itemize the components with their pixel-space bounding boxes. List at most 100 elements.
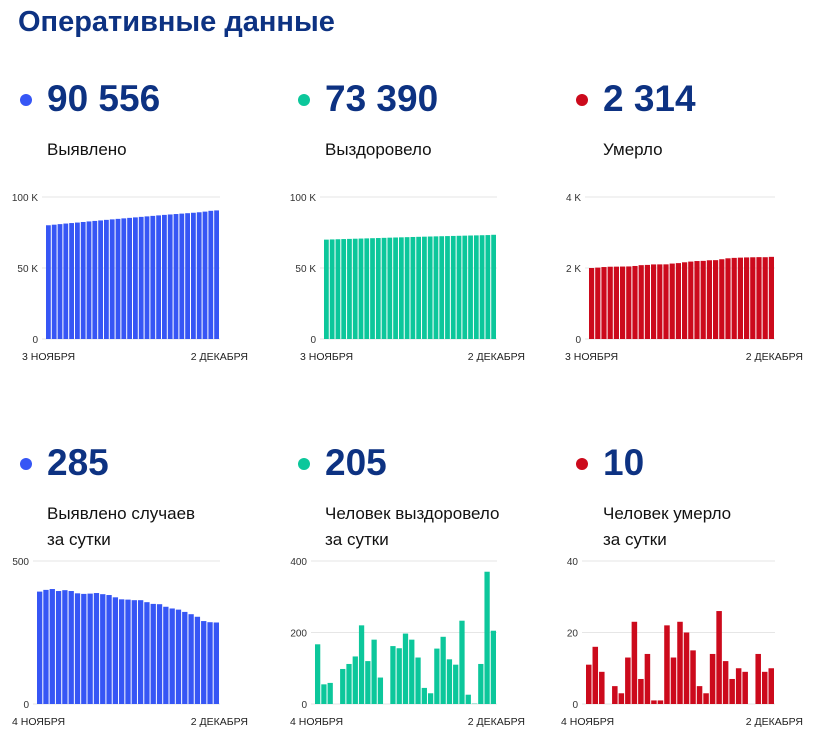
bar-chart: 0 50 K 100 K 3 НОЯБРЯ 2 ДЕКАБРЯ	[290, 193, 525, 363]
stat-value: 73 390	[325, 78, 439, 119]
x-axis-label: 3 НОЯБРЯ	[22, 351, 75, 363]
bar	[595, 267, 601, 339]
bar	[644, 264, 650, 339]
bar	[127, 217, 132, 339]
bar	[214, 210, 219, 339]
y-tick-label: 200	[290, 629, 307, 640]
bar	[62, 590, 68, 704]
bar	[490, 630, 496, 704]
x-axis-label: 4 НОЯБРЯ	[12, 716, 65, 728]
stat-value: 205	[325, 442, 387, 483]
bar	[631, 621, 638, 704]
bar	[485, 235, 491, 339]
y-tick-label: 0	[575, 335, 581, 346]
bar	[112, 597, 119, 704]
bar	[69, 223, 74, 339]
y-tick-label: 4 K	[566, 193, 581, 204]
bar	[479, 235, 485, 339]
bar	[744, 257, 750, 339]
bar	[638, 265, 644, 339]
stat-panel: 2 314 Умерло 0 2 K 4 K 3 НОЯБРЯ 2 ДЕКАБРЯ	[556, 0, 823, 746]
bar	[657, 700, 664, 704]
bar	[620, 266, 626, 339]
bar	[731, 257, 737, 339]
x-axis-label: 4 НОЯБРЯ	[561, 716, 614, 728]
bar	[163, 606, 169, 704]
bar	[468, 235, 473, 339]
stat-value: 10	[603, 442, 645, 483]
bar	[150, 603, 156, 704]
bar	[327, 682, 333, 704]
bar	[201, 621, 207, 704]
bar	[473, 235, 479, 339]
bar	[625, 657, 631, 704]
bar	[768, 668, 774, 704]
bar	[173, 214, 179, 339]
bar	[150, 215, 156, 339]
bar	[670, 657, 677, 704]
bar	[144, 216, 150, 339]
y-tick-label: 50 K	[295, 264, 316, 275]
bar	[657, 264, 663, 339]
bar-chart: 0 200 400 4 НОЯБРЯ 2 ДЕКАБРЯ	[290, 557, 525, 728]
bar	[133, 217, 138, 339]
bar	[690, 650, 696, 704]
bar	[340, 668, 346, 704]
bar	[346, 663, 352, 704]
bar	[137, 600, 144, 704]
stat-label: за сутки	[47, 530, 111, 549]
bar	[439, 236, 445, 339]
bar	[675, 263, 681, 339]
bar	[696, 686, 703, 704]
legend-dot-icon	[298, 94, 310, 106]
stat-label: Выявлено	[47, 140, 127, 159]
legend-dot-icon	[576, 94, 588, 106]
x-axis-label: 4 НОЯБРЯ	[290, 716, 343, 728]
bar	[100, 594, 106, 704]
bar	[156, 215, 161, 339]
bar	[352, 656, 358, 704]
y-tick-label: 40	[567, 557, 579, 568]
bar	[196, 212, 202, 339]
bar	[119, 599, 125, 704]
bar	[81, 593, 87, 704]
bar	[410, 236, 416, 339]
bar	[68, 591, 74, 704]
bar	[185, 213, 190, 339]
bar	[98, 220, 103, 339]
bar	[381, 237, 387, 339]
bar	[398, 237, 404, 339]
bar	[465, 694, 471, 704]
bar	[106, 595, 112, 704]
bar	[375, 238, 381, 339]
y-tick-label: 100 K	[290, 193, 316, 204]
bar	[453, 664, 459, 704]
bar	[156, 604, 163, 704]
bar	[207, 622, 213, 704]
bar	[188, 614, 194, 704]
stat-value: 285	[47, 442, 109, 483]
bar	[51, 224, 57, 339]
bar	[433, 236, 439, 339]
bar	[459, 620, 465, 704]
bar	[756, 257, 762, 339]
stat-panel: 90 556 Выявлено 0 50 K 100 K 3 НОЯБРЯ 2 ДЕКАБР…	[0, 0, 275, 746]
bar	[677, 621, 683, 704]
bar	[393, 237, 398, 339]
bar	[478, 663, 484, 704]
bar	[592, 646, 599, 704]
bar	[87, 593, 93, 704]
bar	[422, 236, 427, 339]
bar	[607, 266, 613, 339]
bar	[421, 687, 427, 704]
bar	[125, 599, 131, 704]
bar	[416, 236, 422, 339]
bar	[86, 221, 92, 339]
bar	[109, 219, 115, 339]
bar	[729, 678, 735, 704]
bar	[725, 258, 731, 339]
bar	[169, 608, 175, 704]
bar	[722, 661, 729, 704]
stat-panel: 73 390 Выздоровело 0 50 K 100 K 3 НОЯБРЯ 2 ДЕК…	[278, 0, 553, 746]
x-axis-label: 2 ДЕКАБРЯ	[191, 351, 248, 363]
